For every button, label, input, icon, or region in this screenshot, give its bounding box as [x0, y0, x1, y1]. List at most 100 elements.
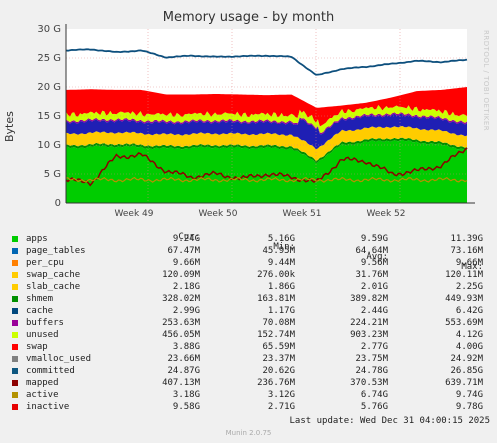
legend-header-cur: Cur: — [178, 232, 200, 242]
legend-row-mapped: mapped 407.13M 236.76M 370.53M 639.71M — [10, 378, 490, 390]
legend-value-min: 45.95M — [262, 246, 295, 256]
legend-value-cur: 328.02M — [162, 294, 200, 304]
legend-value-cur: 3.88G — [172, 342, 200, 352]
legend-series-name: committed — [26, 366, 75, 376]
legend-value-cur: 23.66M — [167, 354, 200, 364]
legend-value-max: 9.66M — [455, 258, 483, 268]
legend-value-max: 4.00G — [455, 342, 483, 352]
last-update: Last update: Wed Dec 31 04:00:15 2025 — [289, 416, 490, 426]
legend-value-min: 65.59M — [262, 342, 295, 352]
munin-version: Munin 2.0.75 — [225, 429, 272, 437]
legend-value-cur: 67.47M — [167, 246, 200, 256]
legend-value-avg: 2.01G — [360, 282, 388, 292]
legend-header-min: Min: — [273, 242, 295, 252]
legend-swatch — [12, 296, 18, 302]
area-apps — [66, 139, 467, 203]
x-tick-label: Week 52 — [367, 209, 406, 219]
legend-swatch — [12, 260, 18, 266]
legend-value-avg: 64.64M — [355, 246, 388, 256]
legend-value-avg: 9.59G — [360, 234, 388, 244]
legend-value-max: 11.39G — [450, 234, 483, 244]
legend-value-max: 2.25G — [455, 282, 483, 292]
legend-series-name: per_cpu — [26, 258, 64, 268]
legend-value-min: 1.86G — [267, 282, 295, 292]
y-tick-label: 25 G — [37, 53, 61, 64]
memory-chart: 0 5 G 10 G 15 G 20 G 25 G 30 G Week 49 Week 50 We… — [37, 24, 475, 219]
legend-swatch — [12, 272, 18, 278]
legend-swatch — [12, 308, 18, 314]
legend-value-cur: 9.58G — [172, 402, 200, 412]
legend-value-cur: 24.87G — [167, 366, 200, 376]
line-inactive — [65, 147, 468, 187]
legend-swatch — [12, 380, 18, 386]
legend-series-name: unused — [26, 330, 59, 340]
legend-value-cur: 2.18G — [172, 282, 200, 292]
legend-value-avg: 370.53M — [350, 378, 388, 388]
legend-value-max: 6.42G — [455, 306, 483, 316]
legend-value-cur: 2.99G — [172, 306, 200, 316]
legend-value-cur: 456.05M — [162, 330, 200, 340]
legend-value-avg: 6.74G — [360, 390, 388, 400]
legend-row-buffers: buffers 253.63M 70.08M 224.21M 553.69M — [10, 318, 490, 330]
legend-swatch — [12, 236, 18, 242]
legend-value-avg: 2.44G — [360, 306, 388, 316]
legend-row-page_tables: page_tables 67.47M 45.95M 64.64M 73.16M — [10, 246, 490, 258]
legend-value-min: 23.37M — [262, 354, 295, 364]
legend-value-cur: 253.63M — [162, 318, 200, 328]
legend-value-min: 3.12G — [267, 390, 295, 400]
x-tick-label: Week 49 — [115, 209, 154, 219]
line-active — [66, 176, 468, 183]
legend-row-cache: cache 2.99G 1.17G 2.44G 6.42G — [10, 306, 490, 318]
legend-swatch — [12, 320, 18, 326]
chart-title: Memory usage - by month — [162, 10, 335, 25]
legend-series-name: cache — [26, 306, 54, 316]
legend-row-vmalloc_used: vmalloc_used 23.66M 23.37M 23.75M 24.92M — [10, 354, 490, 366]
line-committed — [65, 48, 468, 76]
legend-row-slab_cache: slab_cache 2.18G 1.86G 2.01G 2.25G — [10, 282, 490, 294]
area-cache — [66, 113, 467, 150]
legend-swatch — [12, 344, 18, 350]
area-unused — [66, 105, 467, 133]
legend-value-max: 449.93M — [445, 294, 483, 304]
y-tick-label: 10 G — [37, 140, 61, 151]
legend-series-name: shmem — [26, 294, 54, 304]
legend-swatch — [12, 356, 18, 362]
y-tick-label: 30 G — [37, 24, 61, 35]
legend-swatch — [12, 248, 18, 254]
legend-value-max: 639.71M — [445, 378, 483, 388]
legend-value-cur: 3.18G — [172, 390, 200, 400]
legend-swatch — [12, 332, 18, 338]
legend-header-avg: Avg: — [366, 252, 388, 262]
legend-value-max: 26.85G — [450, 366, 483, 376]
legend-series-name: active — [26, 390, 59, 400]
legend-row-swap_cache: swap_cache 120.09M 276.00k 31.76M 120.11M — [10, 270, 490, 282]
legend-value-avg: 2.77G — [360, 342, 388, 352]
legend-series-name: swap_cache — [26, 270, 81, 280]
legend-series-name: page_tables — [26, 246, 86, 256]
legend-value-min: 20.62G — [262, 366, 295, 376]
legend-series-name: inactive — [26, 402, 70, 412]
legend-row-unused: unused 456.05M 152.74M 903.23M 4.12G — [10, 330, 490, 342]
legend-series-name: swap — [26, 342, 48, 352]
legend-value-cur: 120.09M — [162, 270, 200, 280]
y-tick-label: 0 — [55, 198, 61, 209]
legend-swatch — [12, 392, 18, 398]
legend-row-apps: apps 9.24G 5.16G 9.59G 11.39G — [10, 234, 490, 246]
legend-series-name: mapped — [26, 378, 59, 388]
legend-value-avg: 389.82M — [350, 294, 388, 304]
y-tick-label: 20 G — [37, 82, 61, 93]
x-tick-label: Week 50 — [199, 209, 238, 219]
y-tick-label: 15 G — [37, 111, 61, 122]
legend-row-per_cpu: per_cpu 9.66M 9.44M 9.56M 9.66M — [10, 258, 490, 270]
legend-value-min: 152.74M — [257, 330, 295, 340]
legend-value-avg: 23.75M — [355, 354, 388, 364]
legend-swatch — [12, 368, 18, 374]
legend-value-max: 24.92M — [450, 354, 483, 364]
legend-value-min: 236.76M — [257, 378, 295, 388]
legend-header: Cur: Min: Avg: Max: — [10, 222, 490, 272]
legend-value-max: 9.78G — [455, 402, 483, 412]
legend-series-name: vmalloc_used — [26, 354, 92, 364]
legend-value-min: 70.08M — [262, 318, 295, 328]
legend-value-min: 5.16G — [267, 234, 295, 244]
